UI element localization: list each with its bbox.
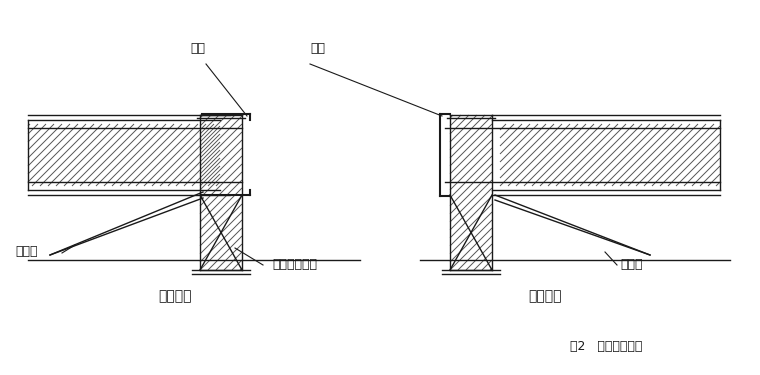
- Bar: [450, 115, 492, 270]
- Text: 双面拉结: 双面拉结: [528, 289, 562, 303]
- Text: 角鑰: 角鑰: [191, 42, 205, 55]
- Text: 图2   外墙转角加固: 图2 外墙转角加固: [570, 340, 642, 353]
- Text: 水泥砂浆灘实: 水泥砂浆灘实: [273, 258, 318, 271]
- Bar: [28, 124, 220, 186]
- Text: 镰拉杆: 镰拉杆: [620, 258, 642, 271]
- Text: 角鑰: 角鑰: [311, 42, 325, 55]
- Bar: [200, 115, 242, 270]
- Bar: [500, 124, 720, 186]
- Text: 镰拉杆: 镰拉杆: [15, 245, 37, 258]
- Text: 单面拉结: 单面拉结: [158, 289, 192, 303]
